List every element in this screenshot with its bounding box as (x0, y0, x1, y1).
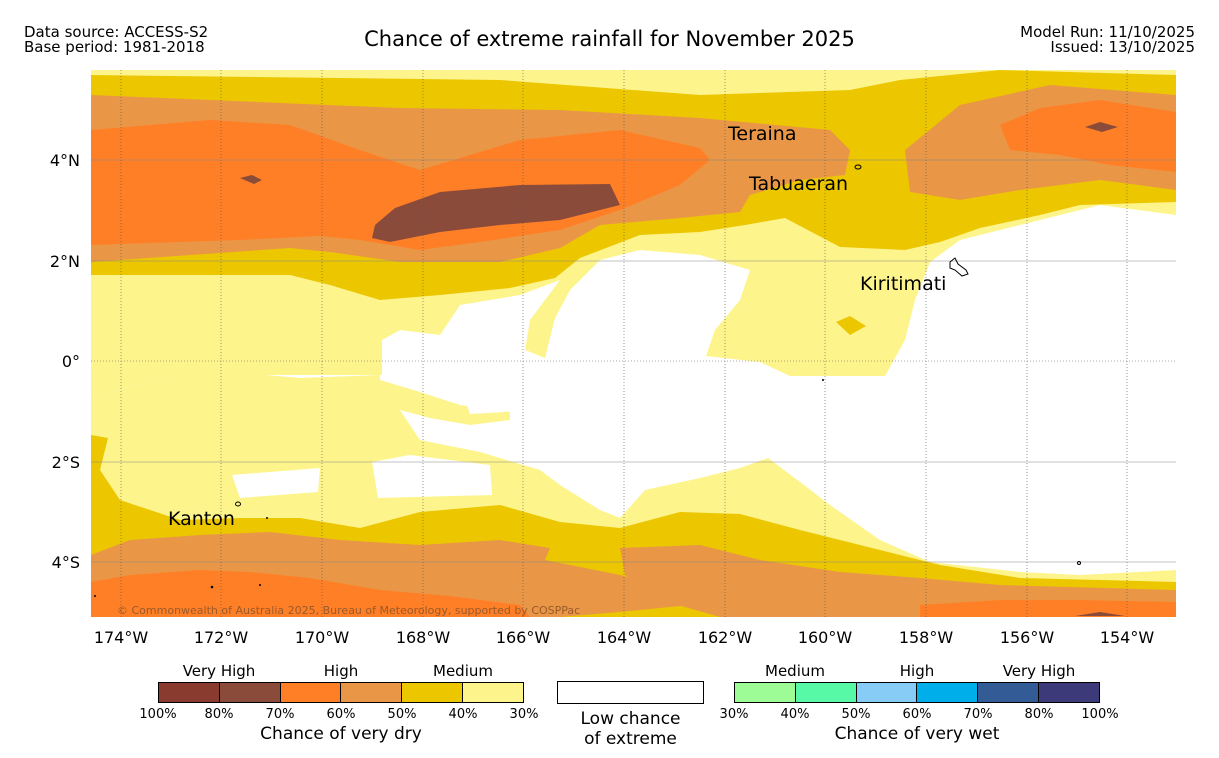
legend-swatch (402, 683, 464, 702)
legend-swatch (917, 683, 979, 702)
lat-label: 2°N (50, 252, 80, 271)
legend-tick: 50% (387, 707, 417, 722)
lat-label: 0° (62, 352, 80, 371)
legend-swatch (978, 683, 1040, 702)
legend-swatch (1039, 683, 1099, 702)
legend-wet-level-medium: Medium (765, 662, 825, 680)
lon-label: 156°W (1000, 628, 1055, 647)
legend-swatch (795, 683, 857, 702)
patch-medium-kiritimati (836, 316, 866, 335)
legend-swatch (280, 683, 342, 702)
copyright-text: © Commonwealth of Australia 2025, Bureau… (117, 604, 580, 617)
lon-label: 162°W (698, 628, 753, 647)
base-period-text: Base period: 1981-2018 (24, 38, 205, 56)
white-hole-south-2 (372, 455, 492, 498)
longitude-labels: 174°W 172°W 170°W 168°W 166°W 164°W 162°… (94, 628, 1155, 647)
patch-very-high-central (372, 184, 620, 242)
map-field: © Commonwealth of Australia 2025, Bureau… (91, 70, 1176, 617)
legend-tick: 60% (902, 707, 932, 722)
band-south-60-70 (91, 570, 530, 617)
legend-dry-level-very-high: Very High (182, 662, 256, 680)
place-label-tabuaeran: Tabuaeran (748, 173, 848, 195)
legend-tick: 100% (139, 707, 177, 722)
latitude-labels: 4°N 2°N 0° 2°S 4°S (50, 151, 80, 572)
legend-swatch (159, 683, 220, 702)
legend-tick: 60% (326, 707, 356, 722)
legend-tick: 80% (1024, 707, 1054, 722)
legend-tick: 70% (265, 707, 295, 722)
white-hole-south-1 (232, 468, 320, 498)
patch-very-high-east (1085, 122, 1118, 132)
legend-tick: 30% (509, 707, 539, 722)
legend-wet-swatches (734, 682, 1100, 703)
lon-label: 166°W (496, 628, 551, 647)
legend-neutral-swatch (557, 681, 704, 704)
metadata-left: Data source: ACCESS-S2 Base period: 1981… (24, 25, 208, 55)
legend-tick: 40% (448, 707, 478, 722)
latitude-gridlines-solid (91, 159, 1176, 563)
place-label-teraina: Teraina (727, 123, 797, 145)
longitude-gridlines (120, 70, 1128, 617)
band-south-east-50-60 (620, 545, 1176, 617)
rainfall-map: © Commonwealth of Australia 2025, Bureau… (50, 70, 1176, 647)
lon-label: 158°W (899, 628, 954, 647)
legend-neutral-caption: Low chance of extreme (557, 709, 704, 749)
island-outlines (235, 164, 1081, 565)
legend-swatch (219, 683, 281, 702)
legend-dry-level-high: High (323, 662, 359, 680)
patch-very-high-south-east (1075, 612, 1125, 616)
island-dots (94, 379, 824, 597)
lat-label: 4°N (50, 151, 80, 170)
legend-wet-level-very-high: Very High (1002, 662, 1076, 680)
legend-tick: 70% (963, 707, 993, 722)
map-title: Chance of extreme rainfall for November … (364, 27, 855, 51)
legend-tick: 50% (841, 707, 871, 722)
lat-label: 4°S (52, 553, 80, 572)
legend-dry-level-medium: Medium (433, 662, 493, 680)
legend-swatch (856, 683, 918, 702)
place-label-kanton: Kanton (168, 508, 235, 530)
legend-neutral-line-2: of extreme (584, 729, 677, 749)
legend-swatch (463, 683, 523, 702)
legend-dry: Very High High Medium 100% 80% 70% 60% 5… (139, 662, 538, 752)
place-label-kiritimati: Kiritimati (860, 273, 946, 295)
lon-label: 160°W (798, 628, 853, 647)
data-source-text: Data source: ACCESS-S2 (24, 23, 209, 41)
lon-label: 154°W (1100, 628, 1155, 647)
band-south-east-60-70 (920, 600, 1176, 617)
legend-wet-caption: Chance of very wet (834, 724, 1000, 744)
lat-label: 2°S (52, 453, 80, 472)
metadata-right: Model Run: 11/10/2025 Issued: 13/10/2025 (1020, 25, 1195, 55)
legend-tick: 40% (780, 707, 810, 722)
band-north-east-60-70 (1000, 100, 1176, 172)
white-hole-south-3 (465, 400, 510, 414)
model-run-text: Model Run: 11/10/2025 (1020, 23, 1195, 41)
legend-tick: 80% (204, 707, 234, 722)
legend-neutral: Low chance of extreme (557, 681, 704, 753)
lon-label: 170°W (295, 628, 350, 647)
lon-label: 164°W (597, 628, 652, 647)
legend-wet: Medium High Very High 30% 40% 50% 60% 70… (720, 662, 1119, 752)
legend-swatch (341, 683, 403, 702)
legend-tick: 100% (1081, 707, 1119, 722)
legend-swatch (735, 683, 796, 702)
legend-neutral-line-1: Low chance (580, 709, 681, 729)
issued-text: Issued: 13/10/2025 (1050, 38, 1195, 56)
legend-dry-swatches (158, 682, 524, 703)
legend-dry-caption: Chance of very dry (260, 724, 422, 744)
patch-very-high-west (240, 175, 262, 184)
lon-label: 172°W (194, 628, 249, 647)
lon-label: 168°W (396, 628, 451, 647)
legend-wet-level-high: High (899, 662, 935, 680)
legend-tick: 30% (719, 707, 749, 722)
lon-label: 174°W (94, 628, 149, 647)
